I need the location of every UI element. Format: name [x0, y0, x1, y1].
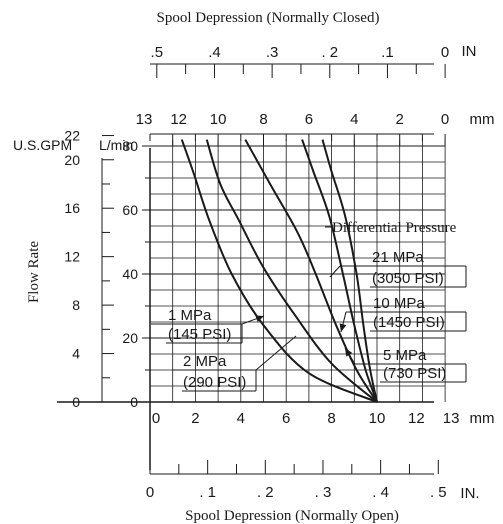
top-title: Spool Depression (Normally Closed)	[157, 10, 380, 26]
bottom-title: Spool Depression (Normally Open)	[185, 508, 399, 524]
series-label-pressure-psi: (290 PSI)	[183, 374, 246, 391]
bottom-mm-tick-label: 8	[327, 410, 335, 427]
series-label-pressure-mpa: 2 MPa	[183, 353, 227, 370]
grid	[150, 139, 446, 402]
top-mm-tick-label: 12	[170, 111, 187, 128]
lpm-scale: 80 60 40 20 0	[122, 138, 150, 410]
bottom-mm-scale: 0 2 4 6 8 10 12 13 mm	[152, 410, 495, 427]
pressure-curve	[180, 139, 378, 403]
pressure-curve	[301, 139, 378, 403]
series-label-pressure-mpa: 5 MPa	[383, 347, 427, 364]
top-mm-tick-label: 6	[305, 111, 313, 128]
pressure-curve	[205, 139, 378, 403]
top-mm-tick-label: 10	[210, 111, 227, 128]
top-inch-tick-label: 0	[441, 44, 449, 61]
series-label-arrowhead	[339, 323, 347, 332]
top-inch-tick-label: .3	[266, 44, 279, 61]
series-label-arrowhead	[345, 348, 353, 357]
series-label-leader	[329, 265, 341, 278]
lpm-tick-label: 0	[130, 394, 138, 410]
top-inch-tick-label: . 2	[321, 44, 338, 61]
bottom-inch-tick-label: . 3	[315, 484, 332, 501]
top-mm-tick-label: 8	[259, 111, 267, 128]
bottom-mm-tick-label: 13	[443, 410, 460, 427]
series-label-pressure-psi: (730 PSI)	[383, 365, 446, 382]
pressure-curve	[321, 139, 378, 403]
series-label-pressure-mpa: 21 MPa	[372, 249, 424, 266]
bottom-mm-unit: mm	[470, 410, 495, 427]
bottom-mm-tick-label: 6	[282, 410, 290, 427]
top-mm-tick-label: 2	[396, 111, 404, 128]
lpm-tick-label: 80	[122, 138, 138, 154]
pressure-curves	[180, 139, 378, 403]
top-inch-tick-label: .5	[151, 44, 164, 61]
series-label-pressure-psi: (145 PSI)	[168, 326, 231, 343]
series-labels: 1 MPa (145 PSI) 2 MPa (290 PSI) 5 MPa(730 PS…	[151, 249, 467, 392]
series-label-leader	[255, 335, 297, 371]
top-mm-scale: 13 12 10 8 6 4 2 0 mm	[136, 111, 495, 146]
bottom-mm-tick-label: 0	[152, 410, 160, 427]
bottom-inch-tick-label: . 2	[257, 484, 274, 501]
bottom-inch-scale: 0 . 1 . 2 . 3 . 4 . 5 IN.	[146, 460, 480, 502]
gpm-tick-label: 20	[64, 152, 80, 168]
gpm-scale: 22 20 16 12 8 4 0	[64, 128, 114, 410]
series-label-pressure-psi: (1450 PSI)	[373, 314, 445, 331]
series-label-pressure-mpa: 1 MPa	[168, 307, 212, 324]
bottom-mm-tick-label: 12	[408, 410, 425, 427]
y-axis-label: Flow Rate	[26, 241, 42, 303]
pressure-curve	[244, 139, 378, 403]
top-inch-tick-label: .1	[381, 44, 394, 61]
gpm-tick-label: 0	[72, 394, 80, 410]
top-mm-tick-label: 13	[136, 111, 153, 128]
bottom-inch-tick-label: 0	[146, 484, 154, 501]
lpm-tick-label: 60	[122, 202, 138, 218]
gpm-tick-label: 16	[64, 200, 80, 216]
bottom-mm-tick-label: 2	[191, 410, 199, 427]
gpm-tick-label: 22	[64, 128, 80, 144]
gpm-tick-label: 8	[72, 297, 80, 313]
top-inch-tick-label: .4	[208, 44, 221, 61]
bottom-inch-unit: IN.	[460, 485, 479, 502]
top-mm-tick-label: 4	[350, 111, 358, 128]
series-label-arrowhead	[255, 315, 264, 323]
bottom-mm-tick-label: 10	[369, 410, 386, 427]
lpm-tick-label: 20	[122, 330, 138, 346]
differential-pressure-legend: Differential Pressure	[325, 220, 457, 236]
gpm-tick-label: 4	[72, 346, 80, 362]
series-label-pressure-mpa: 10 MPa	[373, 295, 425, 312]
top-mm-tick-label: 0	[441, 111, 449, 128]
bottom-mm-tick-label: 4	[237, 410, 245, 427]
top-inch-unit: IN	[462, 43, 477, 60]
bottom-inch-tick-label: . 4	[372, 484, 389, 501]
bottom-inch-tick-label: . 5	[430, 484, 447, 501]
lpm-tick-label: 40	[122, 266, 138, 282]
top-mm-unit: mm	[470, 111, 495, 128]
bottom-inch-tick-label: . 1	[199, 484, 216, 501]
lpm-axis-title: L/min	[99, 137, 133, 153]
top-inch-scale: .5 .4 .3 . 2 .1 0 IN	[150, 43, 477, 78]
legend-title: Differential Pressure	[332, 220, 457, 236]
series-label-pressure-psi: (3050 PSI)	[372, 270, 444, 287]
gpm-tick-label: 12	[64, 249, 80, 265]
gpm-axis-title: U.S.GPM	[13, 137, 72, 153]
